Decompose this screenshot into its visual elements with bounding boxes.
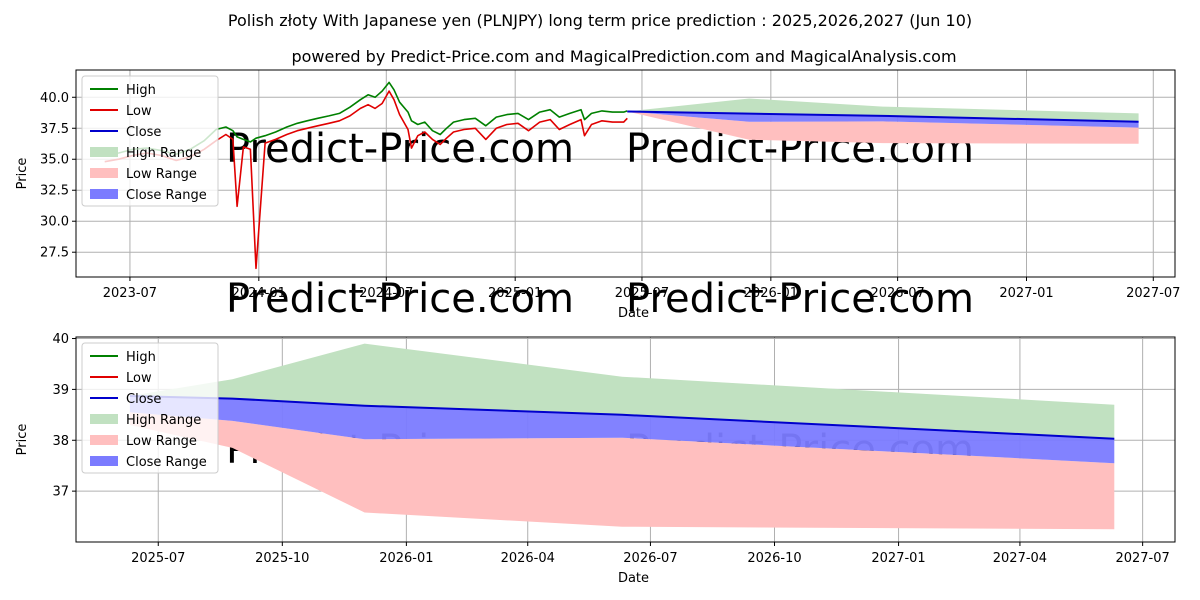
legend-label: High Range xyxy=(126,413,201,428)
legend-label: Close xyxy=(126,125,161,140)
top-chart-panel: Predict-Price.com Predict-Price.com Predic… xyxy=(15,69,1180,322)
watermark-text: Predict-Price.com xyxy=(226,276,574,322)
legend-label: High xyxy=(126,350,156,365)
y-tick-label: 37.5 xyxy=(40,122,69,137)
y-tick-label: 40 xyxy=(52,332,69,347)
legend-label: High xyxy=(126,83,156,98)
x-tick-label: 2026-01 xyxy=(744,286,798,301)
legend-swatch xyxy=(90,435,118,445)
x-tick-label: 2027-07 xyxy=(1115,551,1169,566)
low-series-line xyxy=(104,90,628,270)
x-tick-label: 2026-04 xyxy=(501,551,555,566)
chart-title: Polish złoty With Japanese yen (PLNJPY) … xyxy=(228,11,972,30)
x-tick-label: 2027-04 xyxy=(993,551,1047,566)
legend-swatch xyxy=(90,147,118,157)
y-tick-label: 37 xyxy=(52,485,69,500)
y-axis-label: Price xyxy=(15,424,30,456)
low-range-band xyxy=(627,111,1139,144)
bottom-chart-panel: Predict-Price.comPredict-Price.com2025-0… xyxy=(15,332,1176,586)
legend-label: Low xyxy=(126,104,152,119)
y-tick-label: 35.0 xyxy=(40,153,69,168)
legend-label: Low Range xyxy=(126,434,197,449)
close-range-band xyxy=(129,396,1115,464)
close-series-line xyxy=(627,110,1139,123)
y-tick-label: 39 xyxy=(52,383,69,398)
x-tick-label: 2027-07 xyxy=(1126,286,1180,301)
x-tick-label: 2026-10 xyxy=(747,551,801,566)
legend-label: Low Range xyxy=(126,167,197,182)
low-range-band xyxy=(129,412,1115,530)
x-tick-label: 2026-01 xyxy=(379,551,433,566)
legend-label: High Range xyxy=(126,146,201,161)
x-axis-label: Date xyxy=(618,571,649,586)
plot-area xyxy=(129,343,1115,530)
legend-label: Close Range xyxy=(126,455,207,470)
chart-subtitle: powered by Predict-Price.com and Magical… xyxy=(291,47,956,66)
high-range-band xyxy=(627,98,1139,122)
x-tick-label: 2027-01 xyxy=(871,551,925,566)
y-tick-label: 38 xyxy=(52,434,69,449)
y-tick-label: 40.0 xyxy=(40,91,69,106)
x-tick-label: 2024-07 xyxy=(359,286,413,301)
watermark-text: Predict-Price.com xyxy=(226,126,574,172)
x-tick-label: 2024-01 xyxy=(232,286,286,301)
x-tick-label: 2025-07 xyxy=(615,286,669,301)
high-series-line xyxy=(104,81,628,157)
y-tick-label: 32.5 xyxy=(40,184,69,199)
legend-swatch xyxy=(90,189,118,199)
x-tick-label: 2025-07 xyxy=(131,551,185,566)
legend-label: Close Range xyxy=(126,188,207,203)
y-axis-label: Price xyxy=(15,158,30,190)
y-tick-label: 30.0 xyxy=(40,215,69,230)
high-range-band xyxy=(129,343,1115,439)
axes-frame xyxy=(75,336,1176,543)
y-tick-label: 27.5 xyxy=(40,246,69,261)
plot-area xyxy=(104,81,1139,270)
x-tick-label: 2026-07 xyxy=(870,286,924,301)
close-range-band xyxy=(627,111,1139,128)
legend-label: Low xyxy=(126,371,152,386)
legend-label: Close xyxy=(126,392,161,407)
legend-swatch xyxy=(90,456,118,466)
legend-swatch xyxy=(90,414,118,424)
legend-swatch xyxy=(90,168,118,178)
x-axis-label: Date xyxy=(618,306,649,321)
x-tick-label: 2026-07 xyxy=(623,551,677,566)
x-tick-label: 2025-01 xyxy=(488,286,542,301)
axes-frame xyxy=(75,69,1176,278)
x-tick-label: 2027-01 xyxy=(999,286,1053,301)
x-tick-label: 2025-10 xyxy=(255,551,309,566)
x-tick-label: 2023-07 xyxy=(103,286,157,301)
watermark-text: Predict-Price.com xyxy=(626,276,974,322)
